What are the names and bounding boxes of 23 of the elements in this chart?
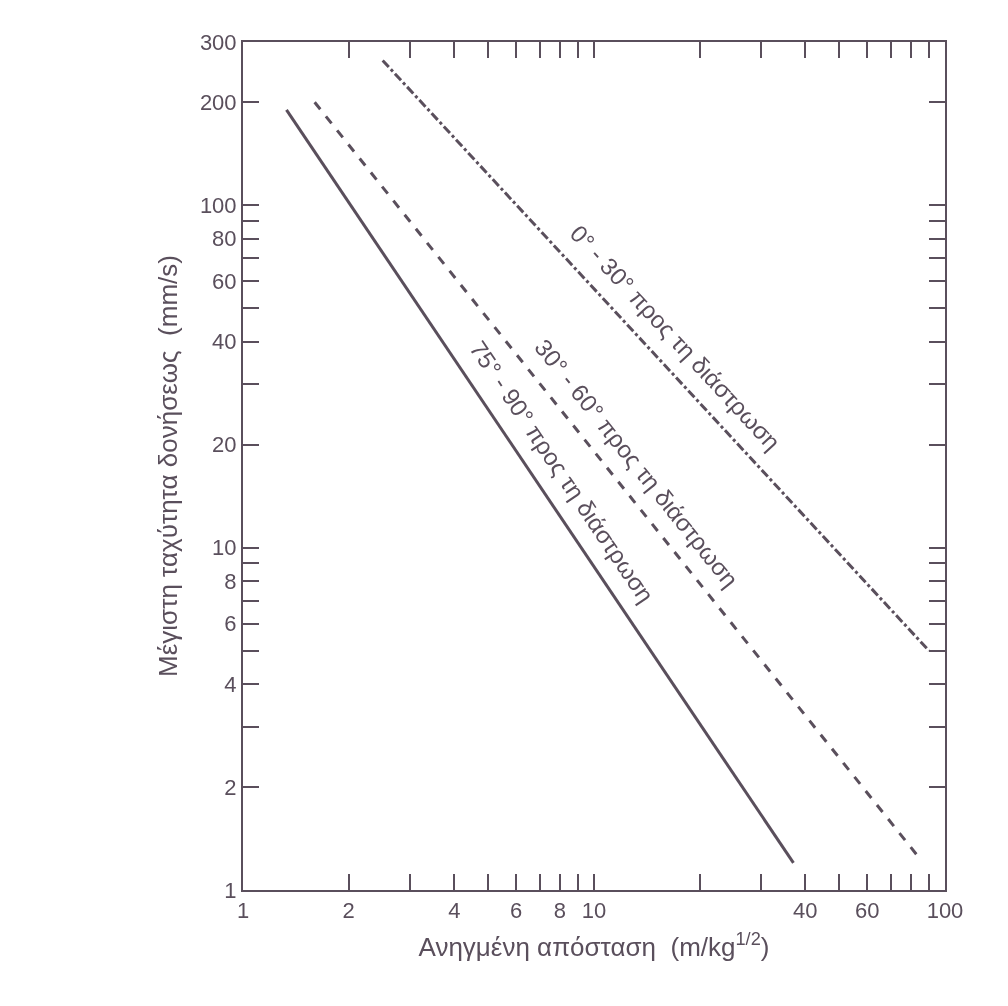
- y-tick-label: 100: [199, 193, 237, 219]
- y-tick-label: 80: [212, 226, 237, 252]
- x-tick-label: 100: [926, 898, 964, 924]
- x-tick-label: 10: [581, 898, 607, 924]
- x-tick-label: 8: [553, 898, 567, 924]
- y-tick-label: 40: [212, 329, 237, 355]
- y-tick-label: 200: [199, 89, 237, 115]
- y-tick-label: 10: [212, 535, 237, 561]
- y-axis-title: Μέγιστη ταχύτητα δονήσεως (mm/s): [152, 255, 183, 677]
- x-tick-label: 2: [342, 898, 355, 924]
- y-tick-label: 60: [212, 268, 237, 294]
- x-axis-title: Ανηγμένη απόσταση (m/kg$^{1/2}$): [418, 928, 770, 962]
- x-tick-label: 4: [448, 898, 461, 924]
- y-tick-label: 20: [212, 432, 237, 458]
- y-tick-label: 1: [224, 877, 237, 903]
- y-tick-label: 300: [199, 29, 237, 55]
- x-tick-label: 40: [793, 898, 818, 924]
- y-tick-label: 6: [224, 611, 237, 637]
- y-tick-label: 8: [224, 568, 237, 594]
- x-tick-label: 60: [854, 898, 880, 924]
- x-tick-label: 6: [510, 898, 523, 924]
- y-tick-label: 2: [224, 774, 237, 800]
- y-tick-label: 4: [224, 671, 237, 697]
